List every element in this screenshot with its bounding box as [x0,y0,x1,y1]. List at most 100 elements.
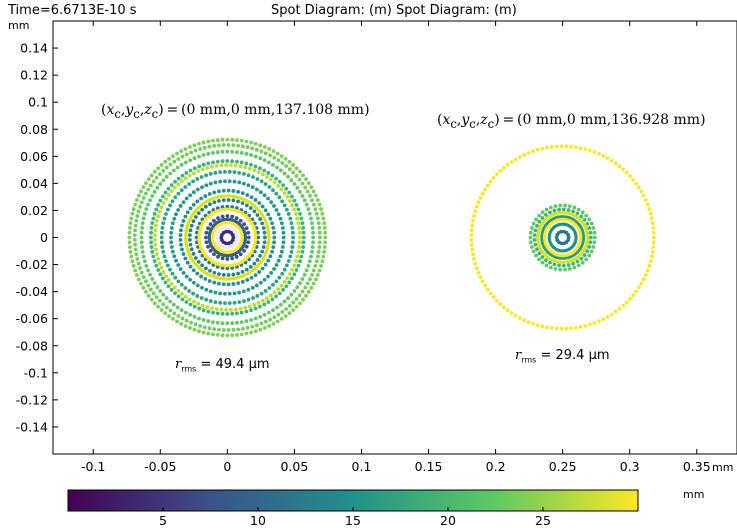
ray-point [235,159,239,164]
ray-point [223,179,227,184]
ray-point [597,151,601,156]
ray-point [297,177,302,182]
ray-point [230,311,235,316]
ray-point [249,153,254,157]
ray-point [231,327,236,332]
ray-point [298,259,302,264]
ray-point [256,300,261,305]
ray-point [240,201,245,206]
ray-point [183,176,188,181]
ray-point [212,190,217,195]
ray-point [526,151,531,155]
ray-point [146,268,150,273]
y-tick-label: 0.08 [20,122,48,137]
ray-point [563,203,567,208]
ray-point [270,221,274,226]
ray-point [283,314,288,319]
ray-point [143,279,148,284]
ray-point [287,311,292,316]
ray-point [303,285,308,290]
ray-point [651,245,656,250]
y-tick-label: 0.12 [20,68,48,83]
ray-point [230,137,235,142]
ray-point [277,275,282,280]
ray-point [161,178,166,183]
ray-point [288,216,293,221]
ray-point [201,140,206,145]
ray-point [271,308,275,313]
ray-point [131,264,136,268]
spot1-dot-ring [153,163,302,312]
ray-point [323,240,328,245]
ray-point [591,245,596,249]
ray-point [240,191,245,196]
ray-point [176,314,181,318]
ray-point [647,264,652,268]
ray-point [256,170,261,175]
spot1-dot-ring [178,188,277,287]
ray-point [191,219,196,224]
ray-point [268,293,273,298]
ray-point [202,325,207,330]
spot2-ring [536,211,590,264]
ray-point [164,305,169,310]
ray-point [628,174,632,178]
ray-point [272,180,277,185]
ray-point [127,240,132,245]
ray-point [252,261,257,266]
ray-point [470,247,475,252]
ray-point [227,179,232,184]
ray-point [323,230,328,235]
ray-point [160,276,165,281]
ray-point [253,164,258,169]
ray-point [184,274,189,279]
ray-point [191,268,196,273]
ray-point [226,143,231,147]
ray-point [157,209,162,214]
ray-point [164,274,168,279]
ray-point [154,295,159,300]
ray-point [207,192,212,196]
ray-point [270,249,274,254]
ray-point [300,289,305,294]
ray-point [552,262,557,267]
ray-point [225,214,230,218]
ray-point [183,286,188,290]
ray-point [284,186,289,191]
ray-point [290,245,295,249]
ray-point [170,271,175,276]
ray-point [153,228,158,233]
ray-point [220,159,225,164]
ray-point [269,200,274,205]
ray-point [287,272,292,276]
ray-point [139,200,144,205]
ray-point [292,198,297,203]
ray-point [262,168,267,173]
ray-point [197,329,201,334]
ray-point [621,167,626,172]
y-tick-label: -0.02 [16,257,48,272]
ray-point [262,277,267,282]
ray-point [169,287,174,292]
ray-point [141,285,146,290]
ray-point [159,265,164,270]
ray-point [155,285,160,290]
ray-point [258,166,262,171]
ray-point [154,223,158,228]
ray-point [249,330,254,335]
ray-point [242,248,247,253]
ray-point [293,212,298,216]
ray-point [621,303,626,308]
ray-point [142,259,147,264]
ray-point [232,179,237,184]
ray-point [141,185,146,190]
ray-point [513,157,518,162]
ray-point [159,205,164,210]
ray-point [188,206,193,211]
ray-point [166,186,171,191]
ray-point [233,163,238,168]
ray-point [156,203,161,207]
ray-point [146,293,151,298]
ray-point [179,228,183,233]
ray-point [195,187,200,192]
